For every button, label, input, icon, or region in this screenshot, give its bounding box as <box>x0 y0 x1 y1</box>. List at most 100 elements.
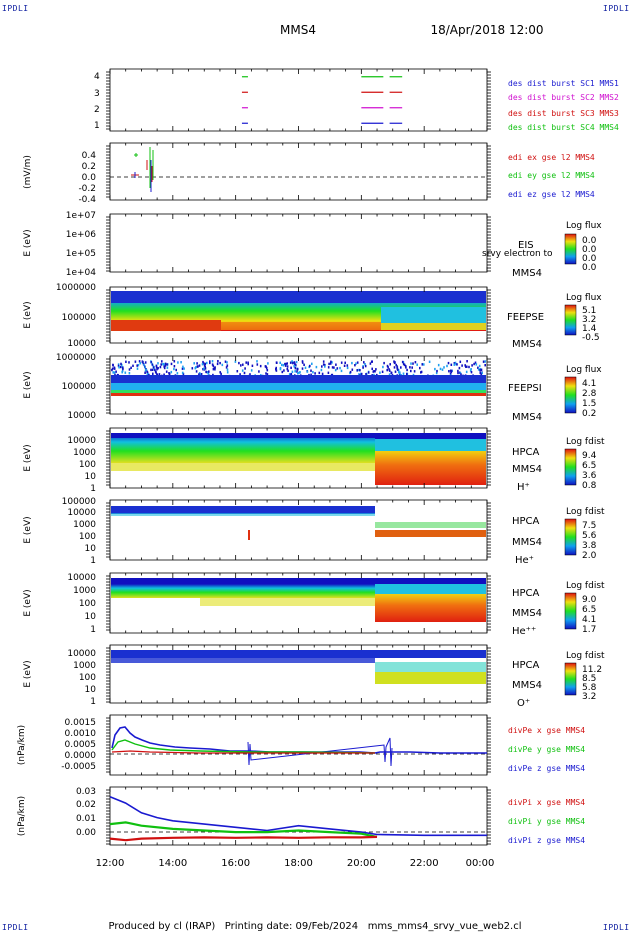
x-tick-label: 22:00 <box>410 858 439 869</box>
y-tick-label: 1e+07 <box>66 211 96 221</box>
y-tick-label: -0.4 <box>78 195 96 205</box>
x-tick-label: 14:00 <box>158 858 187 869</box>
y-tick-label: 10 <box>85 612 97 622</box>
spacecraft-title: MMS4 <box>280 23 316 37</box>
colorbar-title: Log flux <box>566 365 602 375</box>
panel-feepsi: 1000000 100000 10000 E (eV) FEEPSI MMS4 … <box>23 353 602 423</box>
colorbar-tick: 5.6 <box>582 531 597 541</box>
heatmap-pixel <box>396 365 398 368</box>
heatmap-pixel <box>450 363 453 366</box>
heatmap-pixel <box>163 366 166 370</box>
heatmap-pixel <box>329 362 332 365</box>
heatmap-pixel <box>458 366 461 370</box>
heatmap-pixel <box>275 366 277 370</box>
heatmap-pixel <box>202 368 204 371</box>
spacecraft-label: MMS4 <box>512 608 542 619</box>
panel-divpe: 0.0015 0.0010 0.0005 0.0000 -0.0005 (nPa… <box>17 714 585 776</box>
heatmap-pixel <box>412 362 414 365</box>
heatmap-pixel <box>219 371 221 374</box>
heatmap-pixel <box>470 368 472 371</box>
heatmap-pixel <box>465 365 467 368</box>
heatmap-pixel <box>310 373 312 376</box>
heatmap-pixel <box>145 368 148 372</box>
y-tick-label: 100 <box>79 460 96 470</box>
colorbar-title: Log fdist <box>566 651 605 661</box>
heatmap-pixel <box>114 373 116 376</box>
y-axis-label: E (eV) <box>23 301 33 328</box>
heatmap-pixel <box>450 369 453 373</box>
heatmap-pixel <box>205 370 207 374</box>
heatmap-pixel <box>225 366 228 369</box>
heatmap-pixel <box>290 366 292 369</box>
heatmap-pixel <box>281 370 284 374</box>
heatmap-pixel <box>295 360 298 364</box>
heatmap-pixel <box>168 372 170 375</box>
legend-entry: des dist burst SC4 MMS4 <box>508 123 619 132</box>
heatmap-pixel <box>134 360 137 363</box>
heatmap-pixel <box>466 365 468 368</box>
heatmap-pixel <box>461 364 463 367</box>
heatmap-pixel <box>455 363 457 366</box>
colorbar-tick: 0.0 <box>582 254 597 264</box>
heatmap-pixel <box>143 363 145 367</box>
heatmap-pixel <box>293 361 296 364</box>
y-tick-label: 10000 <box>67 649 96 659</box>
heatmap-pixel <box>203 364 206 367</box>
heatmap-pixel <box>290 372 293 376</box>
heatmap-pixel <box>236 370 239 373</box>
y-tick-label: 3 <box>94 89 100 99</box>
heatmap-pixel <box>344 361 346 364</box>
heatmap-pixel <box>163 362 165 366</box>
heatmap-pixel <box>321 365 323 368</box>
corner-mark-tl: IPDLI <box>2 4 29 13</box>
heatmap-pixel <box>287 369 289 372</box>
heatmap-pixel <box>136 367 139 370</box>
heatmap-pixel <box>410 362 412 365</box>
heatmap-pixel <box>151 363 154 367</box>
heatmap-pixel <box>294 362 296 365</box>
heatmap-pixel <box>120 362 122 366</box>
heatmap-pixel <box>224 360 227 363</box>
heatmap-pixel <box>315 365 318 369</box>
heatmap-pixel <box>478 364 481 368</box>
heatmap-pixel <box>250 369 253 372</box>
heatmap-pixel <box>447 361 450 365</box>
spacecraft-label: MMS4 <box>512 464 542 475</box>
heatmap-pixel <box>183 367 185 370</box>
heatmap-pixel <box>335 363 337 366</box>
heatmap-pixel <box>411 366 413 369</box>
heatmap-pixel <box>398 372 401 375</box>
heatmap-pixel <box>166 363 168 366</box>
heatmap-pixel <box>435 371 438 375</box>
y-tick-label: 1000 <box>73 586 96 596</box>
heatmap-pixel <box>245 361 247 364</box>
heatmap-pixel <box>170 370 173 374</box>
legend-entry: edi ey gse l2 MMS4 <box>508 171 595 180</box>
heatmap-pixel <box>388 369 391 372</box>
heatmap-pixel <box>428 360 431 363</box>
heatmap-pixel <box>173 367 175 371</box>
heatmap-pixel <box>448 370 450 373</box>
heatmap-pixel <box>466 360 468 363</box>
legend-entry: edi ez gse l2 MMS4 <box>508 190 595 199</box>
heatmap-pixel <box>294 367 297 370</box>
heatmap-pixel <box>275 368 277 371</box>
heatmap-pixel <box>249 373 251 376</box>
heatmap-pixel <box>216 362 219 366</box>
heatmap-pixel <box>139 362 142 365</box>
heatmap-pixel <box>372 370 375 373</box>
heatmap-pixel <box>434 367 436 371</box>
instrument-label: HPCA <box>512 516 540 527</box>
heatmap-pixel <box>196 365 199 368</box>
y-tick-label: 0.02 <box>76 800 96 810</box>
heatmap-pixel <box>234 360 237 363</box>
heatmap-pixel <box>155 365 158 368</box>
heatmap-pixel <box>175 368 177 372</box>
heatmap-pixel <box>213 366 216 370</box>
heatmap-pixel <box>164 362 167 365</box>
heatmap-pixel <box>151 368 154 371</box>
spacecraft-label: MMS4 <box>512 537 542 548</box>
heatmap-pixel <box>243 371 246 375</box>
heatmap-pixel <box>331 361 333 364</box>
heatmap-pixel <box>464 364 466 367</box>
